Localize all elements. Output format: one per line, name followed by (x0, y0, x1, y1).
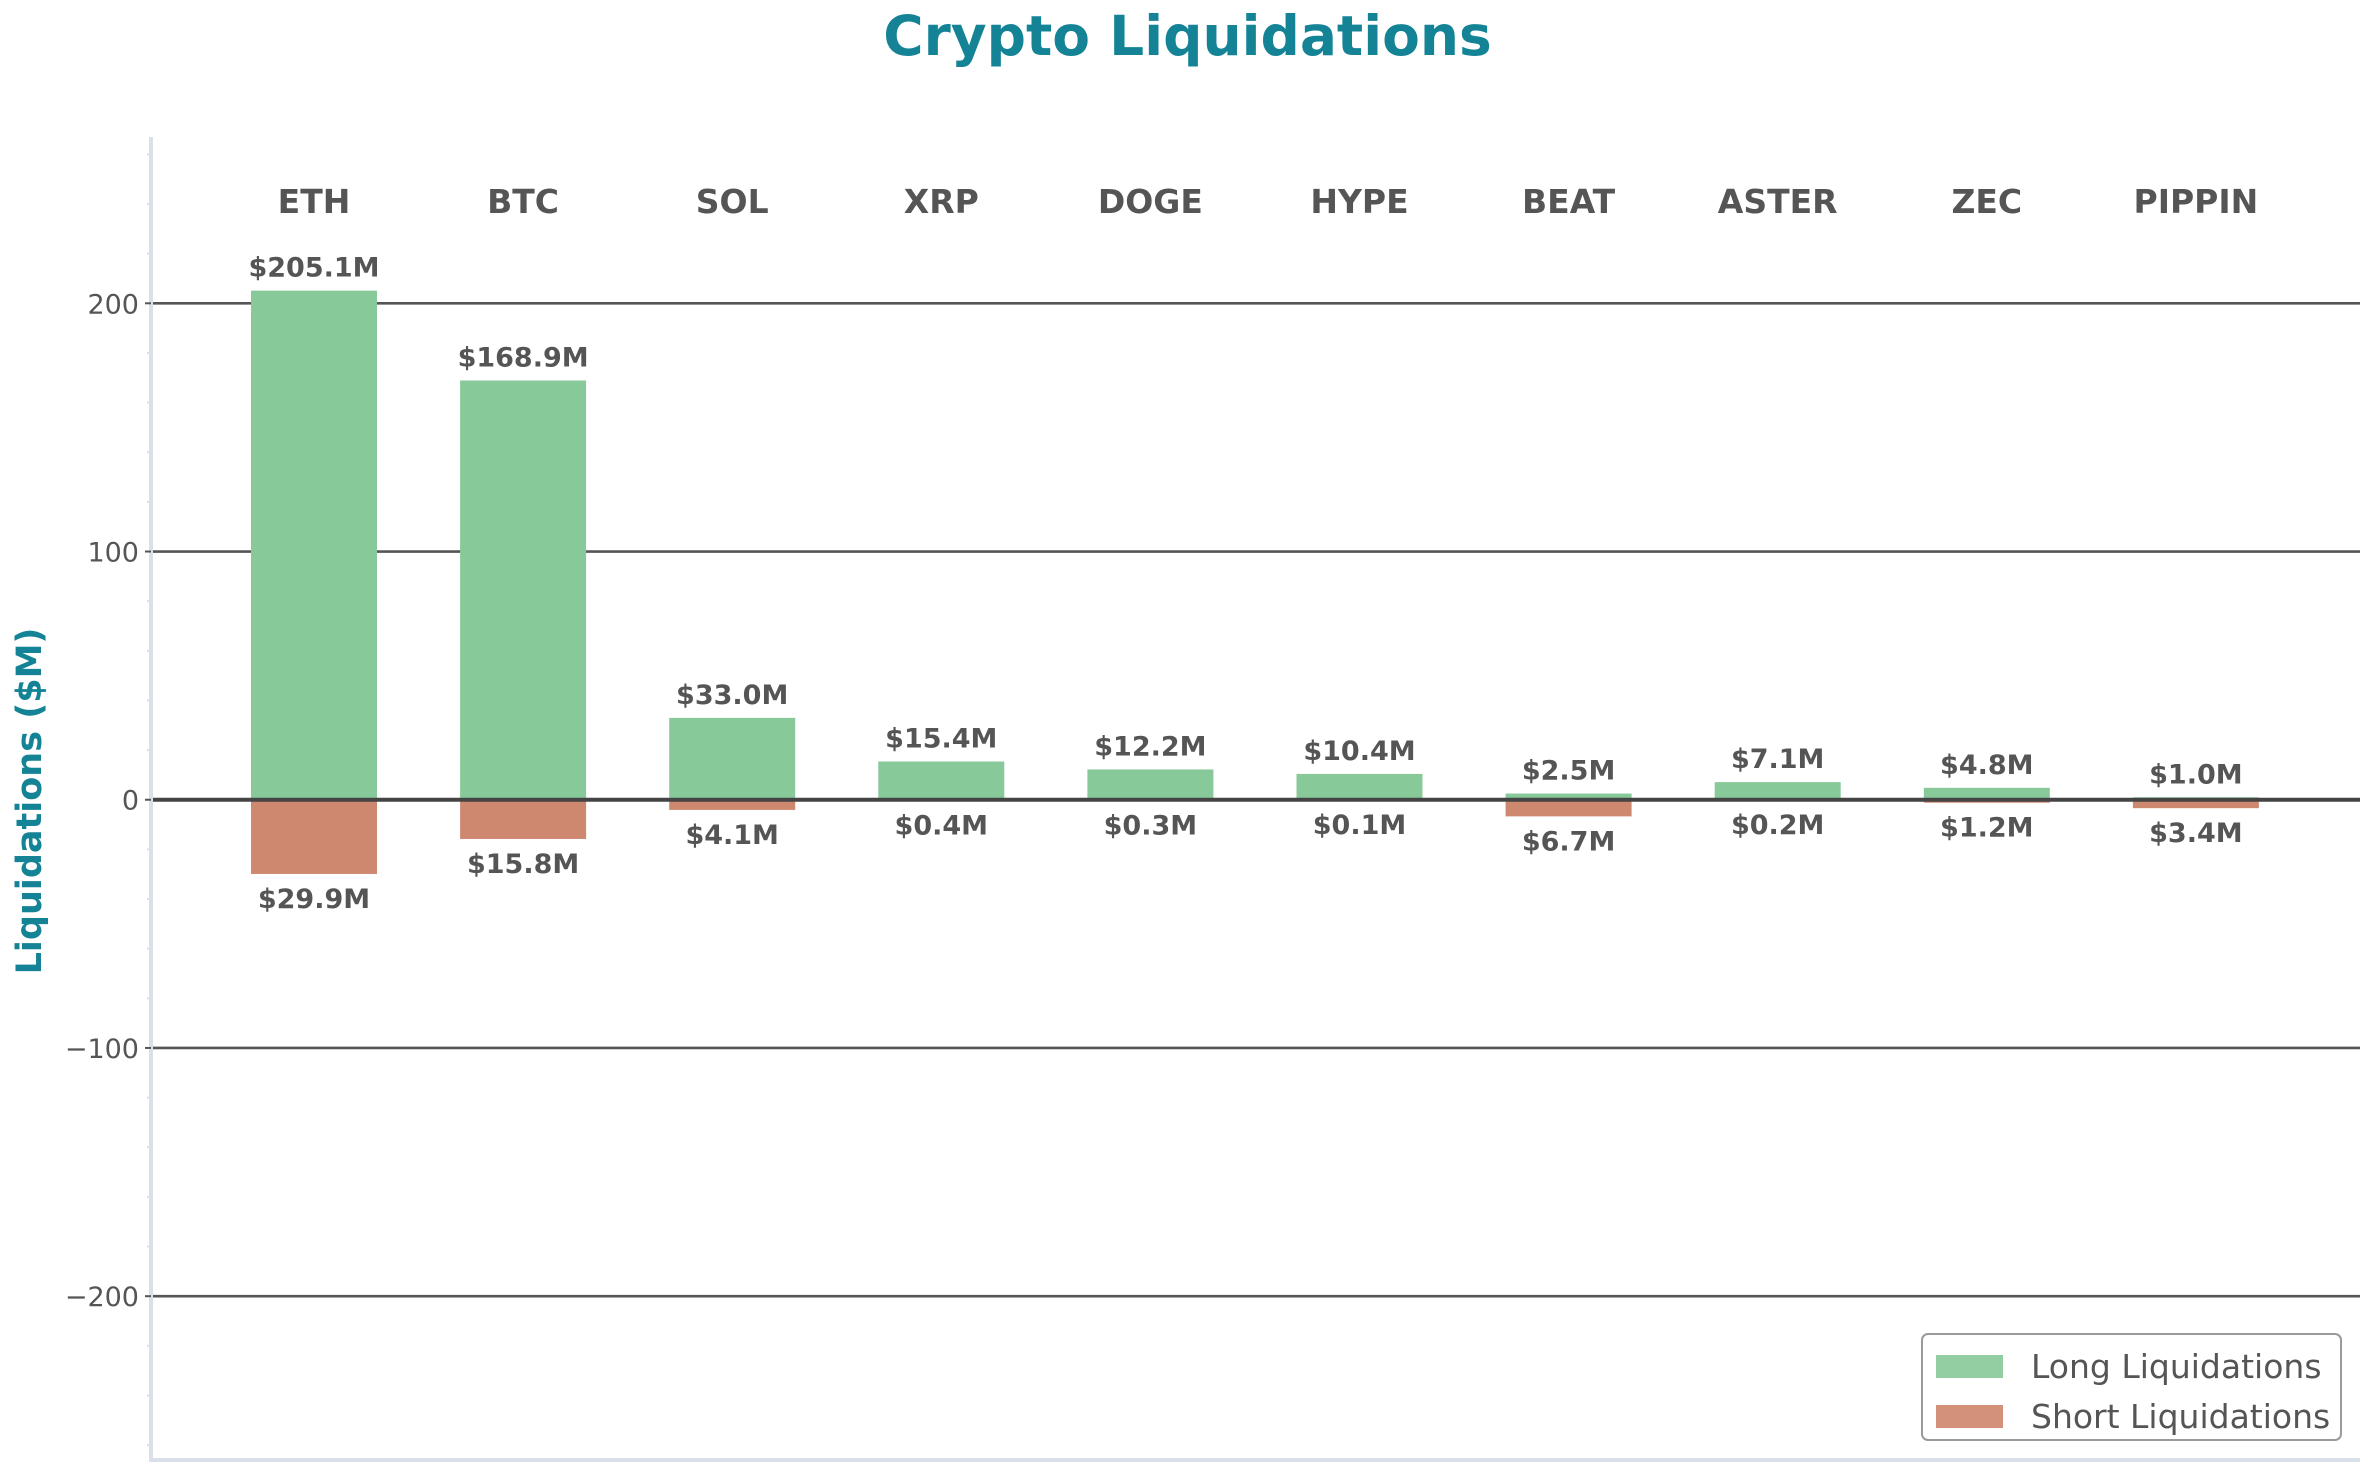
long-value-label: $2.5M (1522, 756, 1616, 787)
long-bar (460, 380, 587, 800)
long-value-label: $10.4M (1303, 736, 1415, 767)
legend-label-short: Short Liquidations (2031, 1396, 2331, 1436)
long-bar (251, 290, 377, 800)
long-value-label: $205.1M (248, 253, 379, 284)
category-label: DOGE (1098, 182, 1203, 221)
y-tick-label: −100 (65, 1034, 139, 1065)
y-axis-ticks: −200 −100 0 100 200 (65, 153, 151, 1447)
category-label: ETH (278, 182, 351, 221)
category-label: ZEC (1951, 182, 2022, 221)
long-value-label: $33.0M (676, 680, 788, 711)
legend-swatch-long (1936, 1354, 2003, 1378)
category-label: PIPPIN (2134, 182, 2259, 221)
short-value-label: $0.4M (895, 811, 989, 842)
long-bar (878, 761, 1005, 800)
category-label: ASTER (1718, 182, 1838, 221)
category-label: HYPE (1310, 182, 1408, 221)
long-bar (669, 717, 796, 800)
y-tick-label: 200 (87, 289, 139, 320)
short-value-label: $1.2M (1940, 813, 2034, 844)
long-bar (1714, 782, 1841, 800)
short-bar (2132, 799, 2259, 809)
short-value-label: $0.2M (1731, 810, 1825, 841)
category-label: SOL (696, 182, 769, 221)
short-bar (1505, 799, 1632, 817)
long-bar (1505, 793, 1632, 800)
short-bar (669, 799, 796, 810)
short-value-label: $29.9M (258, 884, 370, 915)
chart-title: Crypto Liquidations (883, 4, 1492, 68)
short-bar (251, 799, 377, 874)
short-value-label: $15.8M (467, 849, 579, 880)
long-value-label: $7.1M (1731, 744, 1825, 775)
category-label: XRP (904, 182, 979, 221)
long-value-label: $15.4M (885, 724, 997, 755)
short-value-label: $4.1M (685, 820, 779, 851)
y-tick-label: 100 (87, 538, 139, 569)
short-value-label: $0.1M (1313, 810, 1407, 841)
long-bar (1087, 769, 1214, 800)
long-bar (1296, 773, 1423, 800)
short-value-label: $6.7M (1522, 826, 1616, 857)
legend: Long Liquidations Short Liquidations (1921, 1333, 2342, 1441)
category-label: BEAT (1522, 182, 1616, 221)
short-bar (460, 799, 587, 839)
legend-label-long: Long Liquidations (2031, 1346, 2322, 1386)
y-tick-label: 0 (122, 786, 139, 817)
legend-item-long: Long Liquidations (1936, 1346, 2322, 1386)
value-labels: $205.1M $168.9M $33.0M $15.4M $12.2M $10.4M $2… (248, 253, 2242, 915)
long-value-label: $12.2M (1094, 731, 1206, 762)
category-label: BTC (487, 182, 559, 221)
legend-item-short: Short Liquidations (1936, 1396, 2330, 1436)
bars (251, 290, 2259, 874)
short-value-label: $3.4M (2149, 818, 2243, 849)
long-value-label: $4.8M (1940, 750, 2034, 781)
legend-swatch-short (1936, 1404, 2003, 1428)
category-labels: ETH BTC SOL XRP DOGE HYPE BEAT ASTER ZEC PIPPIN (278, 182, 2259, 221)
y-tick-label: −200 (65, 1282, 139, 1313)
long-value-label: $168.9M (458, 343, 589, 374)
long-value-label: $1.0M (2149, 759, 2243, 790)
long-bar (1923, 787, 2050, 800)
short-value-label: $0.3M (1104, 810, 1198, 841)
